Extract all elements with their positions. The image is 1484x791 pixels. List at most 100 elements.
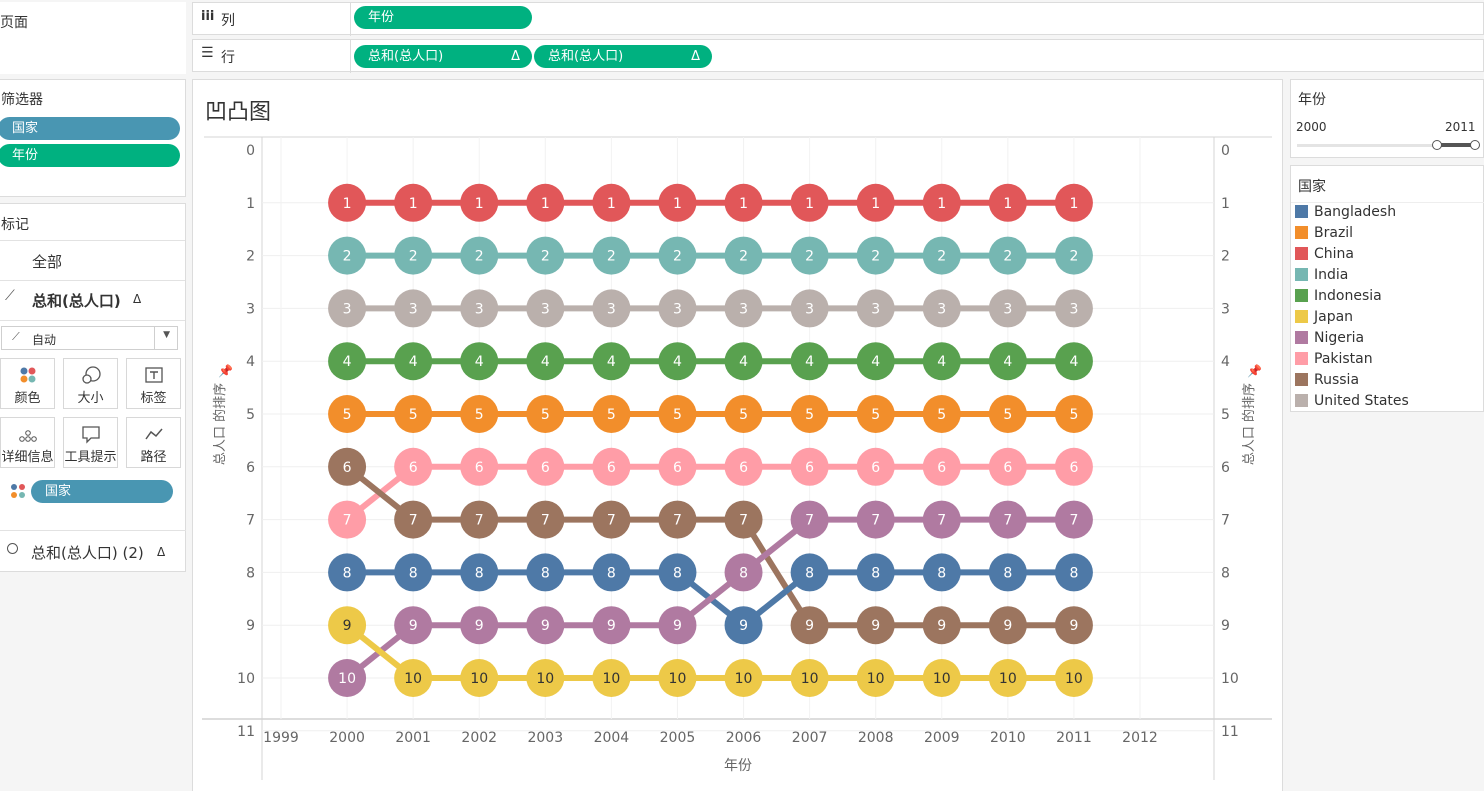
data-point xyxy=(328,236,367,275)
path-line-icon xyxy=(144,428,163,440)
legend-swatch xyxy=(1295,226,1308,239)
y-tick-label-left: 10 xyxy=(237,671,255,687)
y-tick-label-left: 0 xyxy=(246,143,255,159)
data-point xyxy=(526,606,565,645)
data-label: 1 xyxy=(1069,196,1078,212)
data-label: 4 xyxy=(937,354,946,370)
data-label: 9 xyxy=(475,618,484,634)
marks-measure-2-tab[interactable]: 总和(总人口) (2) xyxy=(31,544,144,562)
data-point xyxy=(526,183,565,222)
data-label: 4 xyxy=(409,354,418,370)
color-button[interactable]: 颜色 xyxy=(0,358,55,409)
data-label: 3 xyxy=(673,301,682,317)
legend-label: Pakistan xyxy=(1314,351,1373,367)
data-label: 10 xyxy=(338,671,356,687)
data-label: 1 xyxy=(805,196,814,212)
pages-shelf[interactable]: 页面 xyxy=(0,2,186,74)
data-label: 1 xyxy=(409,196,418,212)
data-label: 4 xyxy=(343,354,352,370)
data-point xyxy=(1054,236,1093,275)
legend-item[interactable]: Bangladesh xyxy=(1295,202,1396,223)
path-button-label: 路径 xyxy=(140,450,167,465)
data-label: 9 xyxy=(607,618,616,634)
data-label: 7 xyxy=(739,513,748,529)
data-point xyxy=(328,342,367,381)
color-button-label: 颜色 xyxy=(14,391,41,406)
data-label: 9 xyxy=(739,618,748,634)
data-label: 8 xyxy=(739,565,748,581)
y-tick-label-right: 7 xyxy=(1221,513,1230,529)
country-legend: 国家 Bangladesh Brazil China India Indonesia Ja… xyxy=(1290,165,1484,412)
data-label: 7 xyxy=(937,513,946,529)
legend-item[interactable]: Indonesia xyxy=(1295,286,1382,307)
data-label: 9 xyxy=(937,618,946,634)
y-tick-label-right: 10 xyxy=(1221,671,1239,687)
legend-item[interactable]: Nigeria xyxy=(1295,328,1364,349)
data-point xyxy=(724,553,763,592)
data-label: 5 xyxy=(541,407,550,423)
legend-item[interactable]: Russia xyxy=(1295,370,1359,391)
data-label: 6 xyxy=(1069,460,1078,476)
path-button[interactable]: 路径 xyxy=(126,417,181,468)
marks-measure-1-tab[interactable]: 总和(总人口) xyxy=(32,292,121,310)
detail-button[interactable]: 详细信息 xyxy=(0,417,55,468)
data-label: 6 xyxy=(937,460,946,476)
year-slider-handle-max[interactable] xyxy=(1470,140,1480,150)
data-label: 10 xyxy=(602,671,620,687)
x-tick-label: 2000 xyxy=(329,730,365,746)
data-label: 6 xyxy=(475,460,484,476)
rows-pill-population-2[interactable]: 总和(总人口) Δ xyxy=(534,45,712,68)
x-tick-label: 2007 xyxy=(792,730,828,746)
y-tick-label-left: 11 xyxy=(237,724,255,740)
tooltip-button[interactable]: 工具提示 xyxy=(63,417,118,468)
data-label: 9 xyxy=(1069,618,1078,634)
data-point xyxy=(394,183,433,222)
data-label: 8 xyxy=(343,565,352,581)
legend-swatch xyxy=(1295,289,1308,302)
data-point xyxy=(790,289,829,328)
data-label: 7 xyxy=(871,513,880,529)
label-button[interactable]: 标签 xyxy=(126,358,181,409)
data-label: 4 xyxy=(607,354,616,370)
y-tick-label-right: 11 xyxy=(1221,724,1239,740)
year-range-slider-fill xyxy=(1437,143,1474,147)
data-label: 1 xyxy=(1003,196,1012,212)
size-button[interactable]: 大小 xyxy=(63,358,118,409)
data-point xyxy=(724,395,763,433)
series-line xyxy=(345,516,1074,681)
pages-title: 页面 xyxy=(0,15,28,31)
y-tick-label-right: 3 xyxy=(1221,301,1230,317)
legend-item[interactable]: China xyxy=(1295,244,1354,265)
delta-icon: Δ xyxy=(157,545,166,559)
data-point xyxy=(988,500,1027,539)
data-point xyxy=(856,289,895,328)
y-tick-label-left: 1 xyxy=(246,196,255,212)
legend-label: Japan xyxy=(1314,309,1354,325)
filter-pill-year[interactable]: 年份 xyxy=(0,144,180,167)
data-point xyxy=(394,342,433,381)
data-point xyxy=(328,606,367,645)
mark-type-dropdown[interactable]: ⟋ 自动 ▼ xyxy=(1,326,178,350)
legend-item[interactable]: Pakistan xyxy=(1295,349,1373,370)
data-point xyxy=(328,447,367,486)
marks-all-tab[interactable]: 全部 xyxy=(32,253,63,271)
data-label: 4 xyxy=(739,354,748,370)
data-label: 3 xyxy=(937,301,946,317)
filter-pill-country[interactable]: 国家 xyxy=(0,117,180,140)
marks-color-pill-country[interactable]: 国家 xyxy=(31,480,173,503)
data-point xyxy=(526,447,565,486)
legend-item[interactable]: United States xyxy=(1295,391,1409,412)
rows-pill-population-1[interactable]: 总和(总人口) Δ xyxy=(354,45,532,68)
data-label: 8 xyxy=(607,565,616,581)
year-slider-handle-min[interactable] xyxy=(1432,140,1442,150)
year-range-slider-track[interactable] xyxy=(1297,144,1477,147)
data-label: 10 xyxy=(470,671,488,687)
data-label: 2 xyxy=(409,249,418,265)
legend-item[interactable]: Japan xyxy=(1295,307,1353,328)
x-tick-label: 2001 xyxy=(395,730,431,746)
data-label: 9 xyxy=(409,618,418,634)
data-point xyxy=(592,342,631,381)
columns-pill-year[interactable]: 年份 xyxy=(354,6,532,29)
legend-item[interactable]: India xyxy=(1295,265,1348,286)
legend-item[interactable]: Brazil xyxy=(1295,223,1353,244)
